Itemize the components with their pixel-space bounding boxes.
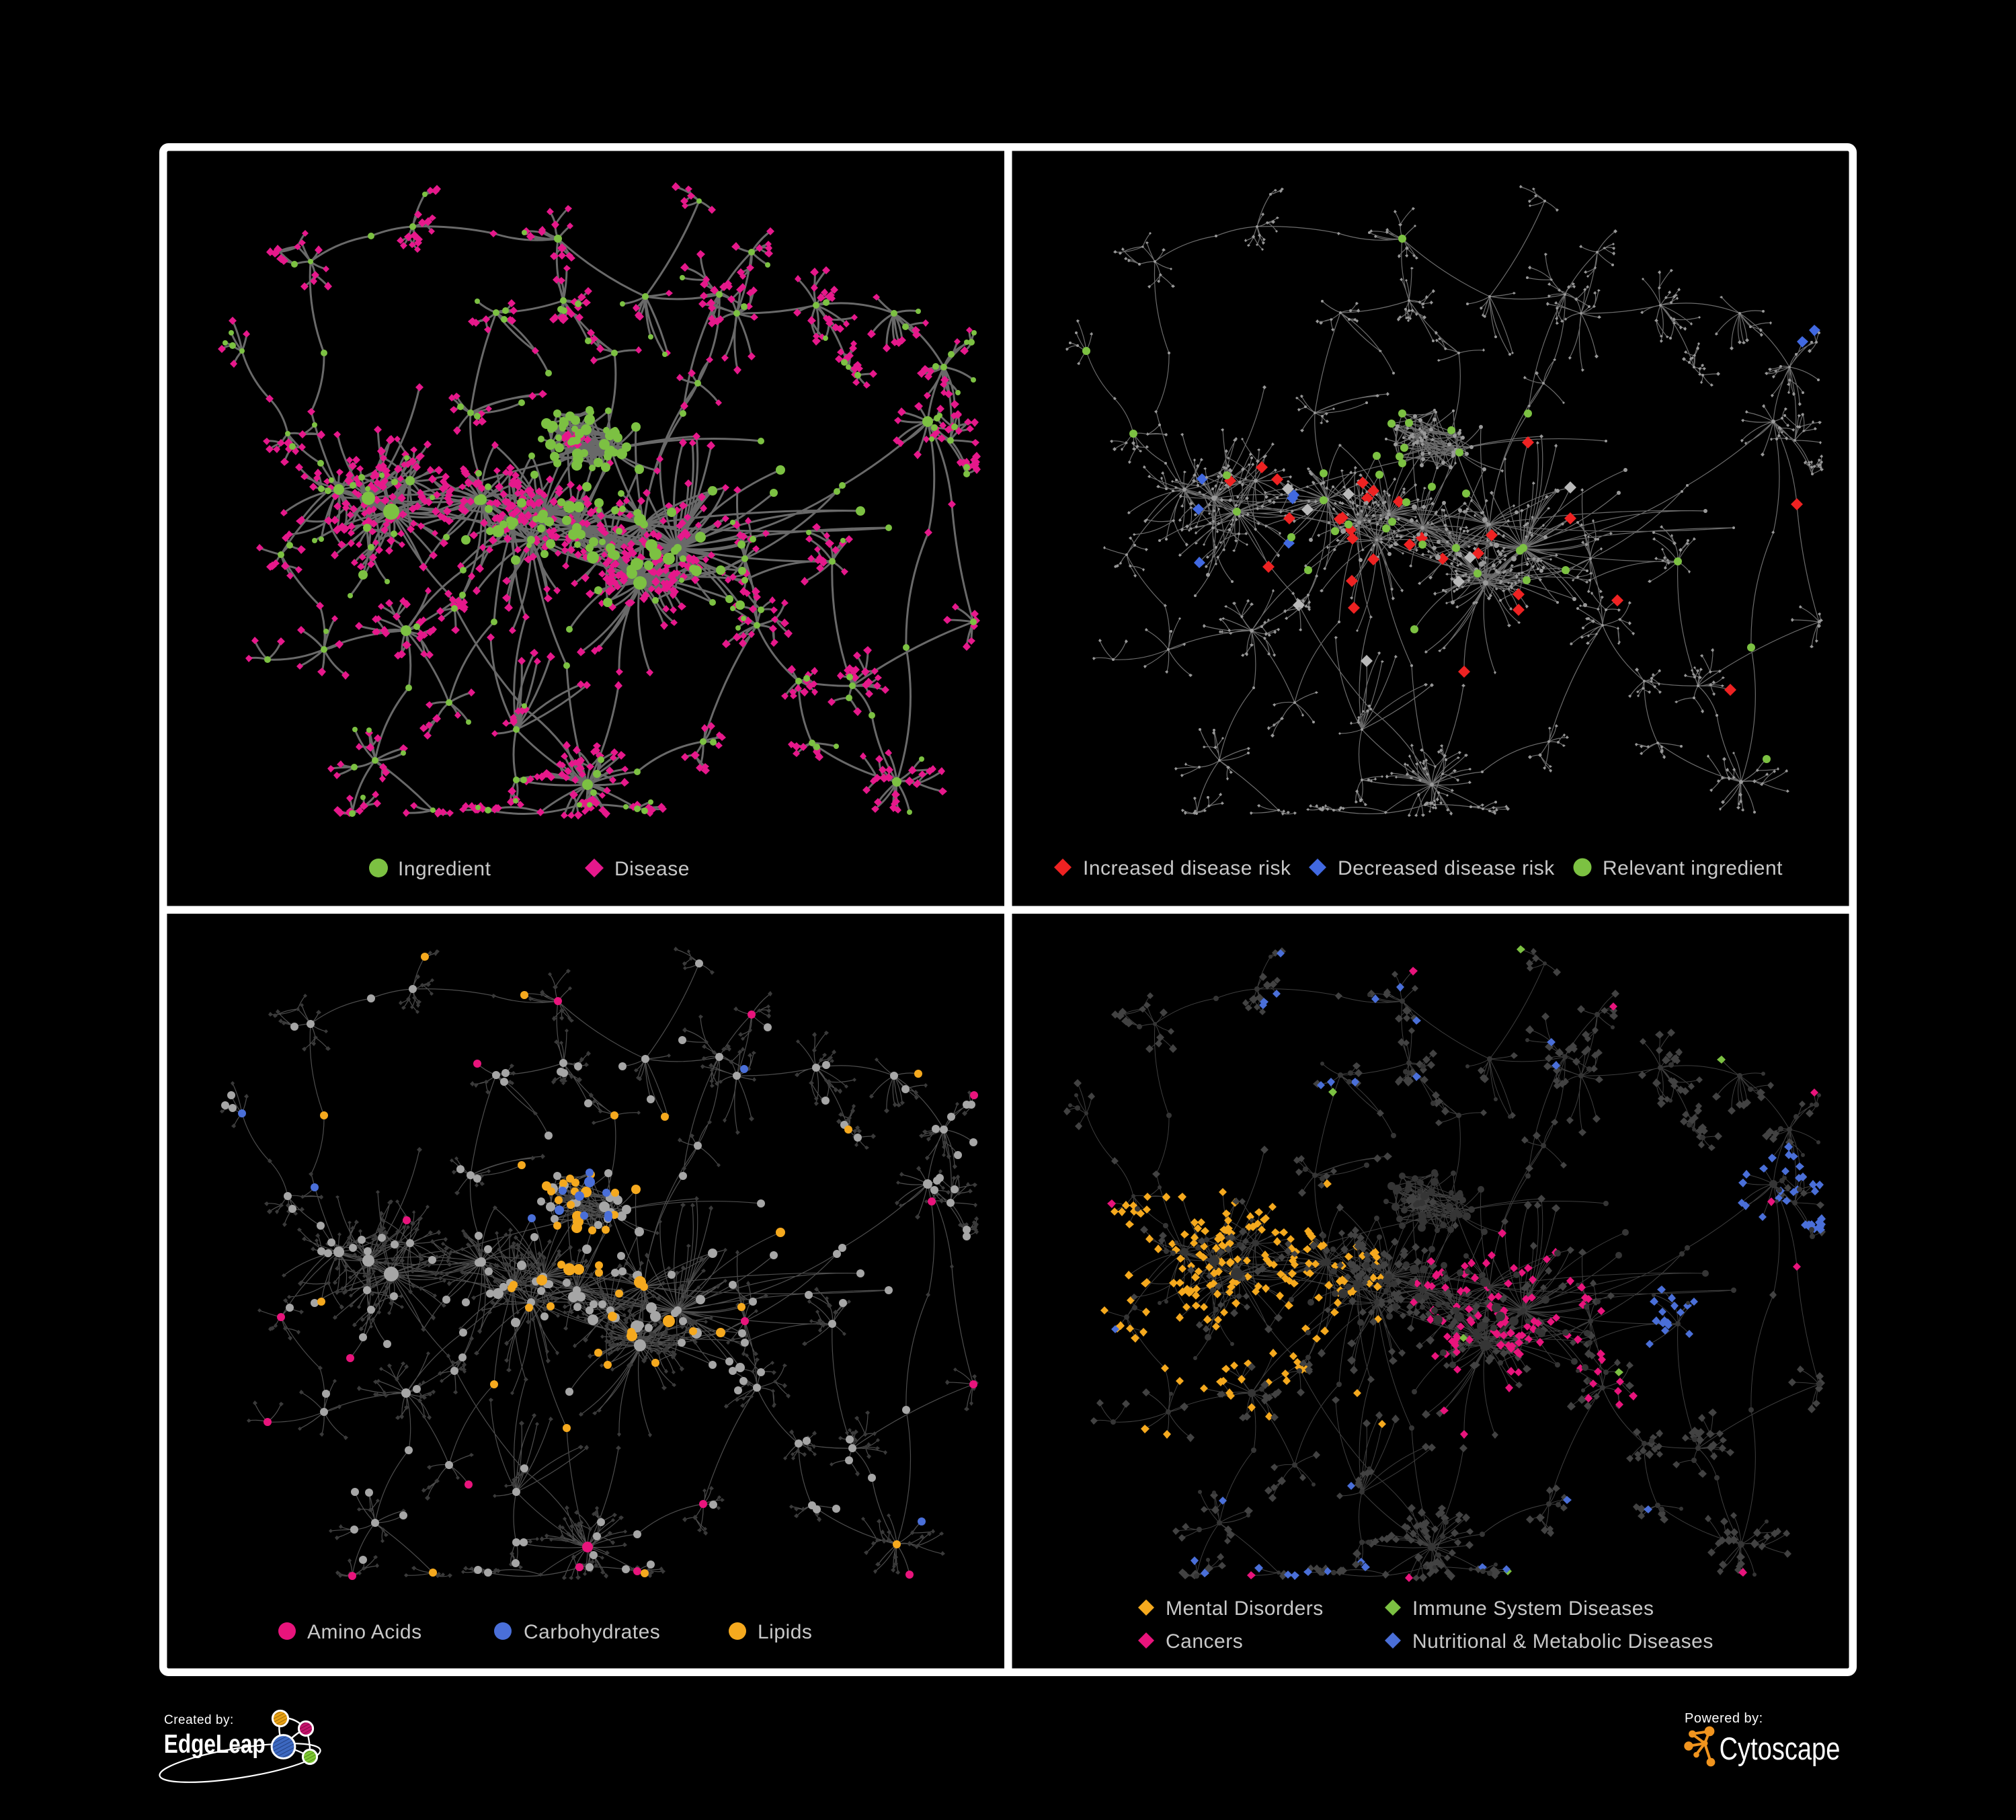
svg-text:Created by:: Created by: [164,1713,234,1727]
svg-text:Decreased disease risk: Decreased disease risk [1338,857,1555,879]
svg-text:Nutritional & Metabolic Diseas: Nutritional & Metabolic Diseases [1412,1630,1713,1653]
svg-text:Increased disease risk: Increased disease risk [1083,857,1291,879]
svg-text:Mental Disorders: Mental Disorders [1166,1597,1324,1620]
svg-text:Cytoscape: Cytoscape [1720,1731,1841,1767]
svg-text:Lipids: Lipids [758,1621,812,1643]
svg-text:Relevant ingredient: Relevant ingredient [1603,857,1783,879]
svg-text:Ingredient: Ingredient [398,858,491,880]
svg-text:Cancers: Cancers [1166,1630,1243,1653]
svg-text:Disease: Disease [614,858,690,880]
svg-text:EdgeLeap: EdgeLeap [164,1729,266,1759]
svg-text:Carbohydrates: Carbohydrates [524,1621,660,1643]
svg-text:Amino Acids: Amino Acids [307,1621,422,1643]
svg-text:Immune System Diseases: Immune System Diseases [1412,1597,1654,1620]
svg-text:Powered by:: Powered by: [1685,1711,1763,1726]
